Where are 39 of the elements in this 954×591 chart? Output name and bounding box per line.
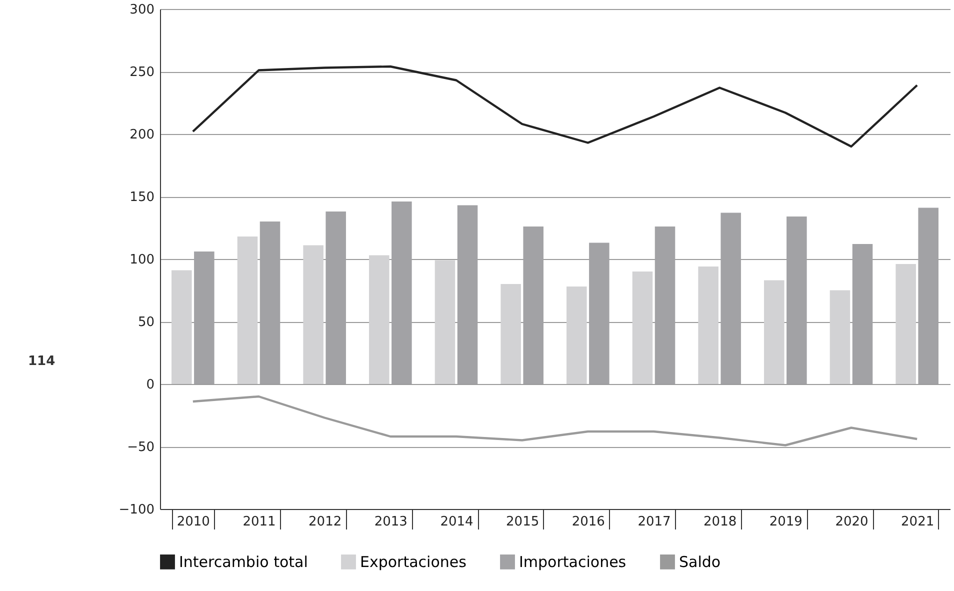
x-tick-label: 2020	[835, 514, 868, 530]
x-tick-label: 2018	[704, 514, 737, 530]
x-tick-label: 2012	[308, 514, 342, 530]
bar	[172, 270, 192, 384]
bar	[566, 286, 587, 384]
y-tick-label: 250	[130, 65, 154, 80]
x-tick-label: 2016	[572, 514, 605, 530]
bar	[303, 245, 324, 384]
x-tick-label: 2015	[506, 514, 540, 530]
y-tick-label: −50	[127, 440, 154, 455]
x-tick-label: 2013	[374, 514, 408, 530]
x-tick-label: 2021	[901, 514, 934, 530]
bar	[237, 236, 258, 384]
x-tick-label: 2011	[242, 514, 276, 530]
legend-label: Saldo	[679, 552, 721, 571]
line-series	[192, 65, 918, 148]
x-tick-label: 2010	[176, 514, 210, 530]
x-tick-label: 2019	[769, 514, 802, 530]
bar	[369, 255, 390, 384]
text: 114	[28, 354, 56, 369]
y-tick-label: 150	[130, 190, 154, 205]
y-tick-label: −100	[118, 502, 154, 518]
y-tick-label: 200	[130, 128, 154, 142]
bar	[896, 264, 916, 384]
x-tick-label: 2014	[440, 514, 474, 530]
y-tick-label: 100	[130, 252, 154, 268]
legend-label: Exportaciones	[360, 552, 467, 571]
y-tick-label: 0	[146, 378, 154, 392]
bar	[434, 260, 456, 384]
y-tick-label: 300	[130, 2, 154, 18]
y-tick-label: 50	[138, 315, 154, 330]
bar	[500, 284, 521, 384]
legend-label: Intercambio total	[179, 552, 308, 571]
x-tick-label: 2017	[638, 514, 671, 530]
bar	[698, 266, 718, 384]
bar	[764, 280, 784, 384]
bar	[632, 272, 653, 384]
legend-label: Importaciones	[519, 552, 626, 571]
bar	[830, 290, 850, 384]
